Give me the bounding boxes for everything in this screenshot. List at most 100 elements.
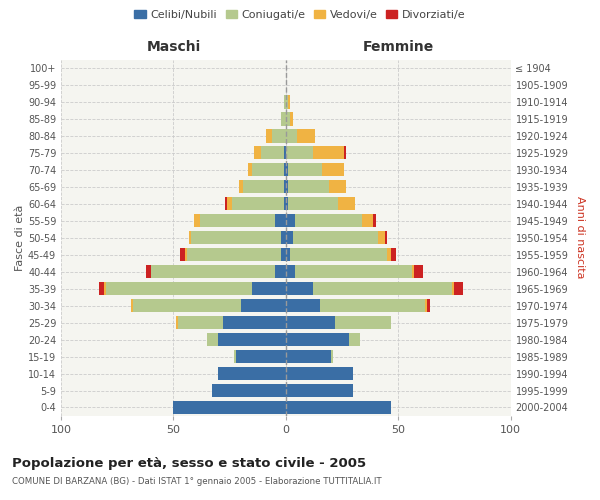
Bar — [387, 248, 391, 262]
Bar — [239, 180, 243, 194]
Text: Maschi: Maschi — [146, 40, 200, 54]
Bar — [295, 265, 412, 278]
Bar — [234, 350, 236, 363]
Bar — [254, 146, 261, 160]
Bar — [146, 265, 151, 278]
Bar — [286, 282, 313, 296]
Bar — [286, 316, 335, 329]
Bar — [288, 197, 338, 210]
Bar — [284, 180, 286, 194]
Bar — [252, 163, 284, 176]
Bar — [281, 231, 286, 244]
Bar — [286, 333, 349, 346]
Bar — [454, 282, 463, 296]
Bar — [313, 282, 452, 296]
Bar — [275, 265, 286, 278]
Bar — [293, 231, 378, 244]
Bar — [391, 248, 396, 262]
Bar — [191, 231, 281, 244]
Bar — [344, 146, 346, 160]
Bar — [286, 180, 288, 194]
Bar — [378, 231, 385, 244]
Bar — [99, 282, 104, 296]
Bar — [218, 333, 286, 346]
Bar — [252, 282, 286, 296]
Bar — [427, 299, 430, 312]
Bar — [286, 112, 290, 126]
Bar — [261, 146, 284, 160]
Bar — [335, 316, 391, 329]
Bar — [290, 248, 387, 262]
Bar — [131, 299, 133, 312]
Text: COMUNE DI BARZANA (BG) - Dati ISTAT 1° gennaio 2005 - Elaborazione TUTTITALIA.IT: COMUNE DI BARZANA (BG) - Dati ISTAT 1° g… — [12, 478, 382, 486]
Bar — [281, 112, 286, 126]
Bar — [194, 214, 200, 228]
Bar — [288, 163, 322, 176]
Bar — [232, 197, 284, 210]
Bar — [322, 163, 344, 176]
Bar — [288, 96, 290, 108]
Bar — [286, 401, 391, 414]
Bar — [284, 146, 286, 160]
Bar — [362, 214, 373, 228]
Bar — [236, 350, 286, 363]
Bar — [385, 231, 387, 244]
Bar — [281, 248, 286, 262]
Y-axis label: Anni di nascita: Anni di nascita — [575, 196, 585, 279]
Bar — [452, 282, 454, 296]
Bar — [286, 265, 295, 278]
Bar — [275, 214, 286, 228]
Bar — [207, 333, 218, 346]
Bar — [286, 96, 288, 108]
Legend: Celibi/Nubili, Coniugati/e, Vedovi/e, Divorziati/e: Celibi/Nubili, Coniugati/e, Vedovi/e, Di… — [130, 6, 470, 25]
Bar — [286, 231, 293, 244]
Bar — [243, 180, 284, 194]
Bar — [104, 282, 106, 296]
Bar — [286, 197, 288, 210]
Bar — [180, 248, 185, 262]
Bar — [297, 130, 315, 142]
Bar — [189, 231, 191, 244]
Bar — [286, 248, 290, 262]
Bar — [412, 265, 414, 278]
Bar — [266, 130, 272, 142]
Text: Popolazione per età, sesso e stato civile - 2005: Popolazione per età, sesso e stato civil… — [12, 458, 366, 470]
Bar — [284, 96, 286, 108]
Bar — [133, 299, 241, 312]
Bar — [185, 248, 187, 262]
Bar — [286, 146, 313, 160]
Bar — [286, 214, 295, 228]
Bar — [178, 316, 223, 329]
Bar — [349, 333, 360, 346]
Bar — [290, 112, 293, 126]
Bar — [212, 384, 286, 397]
Bar — [338, 197, 355, 210]
Bar — [151, 265, 275, 278]
Bar — [176, 316, 178, 329]
Bar — [284, 197, 286, 210]
Bar — [173, 401, 286, 414]
Bar — [284, 163, 286, 176]
Bar — [272, 130, 286, 142]
Text: Femmine: Femmine — [362, 40, 434, 54]
Bar — [286, 130, 297, 142]
Bar — [286, 299, 320, 312]
Bar — [329, 180, 346, 194]
Bar — [425, 299, 427, 312]
Bar — [241, 299, 286, 312]
Bar — [223, 316, 286, 329]
Bar — [200, 214, 275, 228]
Bar — [106, 282, 252, 296]
Bar — [286, 163, 288, 176]
Bar — [225, 197, 227, 210]
Bar — [320, 299, 425, 312]
Bar — [286, 350, 331, 363]
Bar — [414, 265, 423, 278]
Bar — [313, 146, 344, 160]
Y-axis label: Fasce di età: Fasce di età — [15, 204, 25, 271]
Bar — [286, 367, 353, 380]
Bar — [331, 350, 333, 363]
Bar — [295, 214, 362, 228]
Bar — [248, 163, 252, 176]
Bar — [373, 214, 376, 228]
